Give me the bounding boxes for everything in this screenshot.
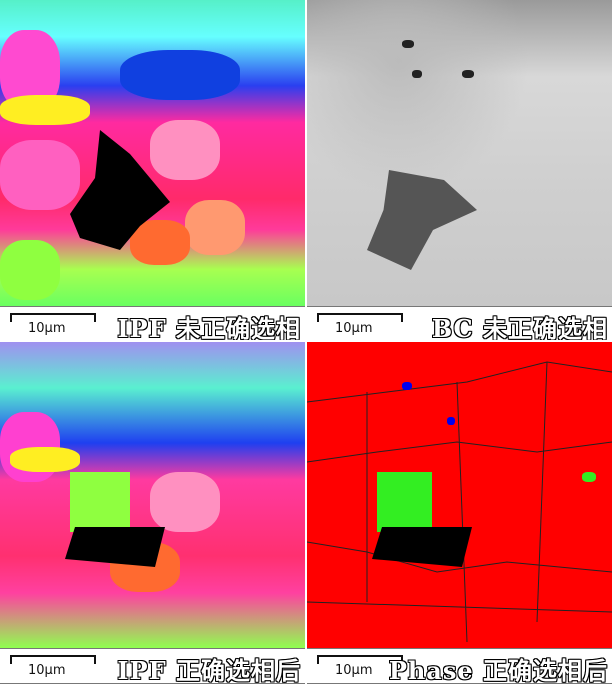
ipf-orientation-map — [0, 342, 305, 648]
caption-bar: 10μm IPF 正确选相后 — [0, 648, 305, 684]
scale-label: 10μm — [335, 321, 373, 336]
caption-bar: 10μm Phase 正确选相后 — [307, 648, 612, 684]
phase-panel: 10μm Phase 正确选相后 — [307, 342, 612, 684]
scale-bar — [10, 655, 96, 664]
panel-title: Phase 正确选相后 — [388, 656, 608, 684]
scale-bar — [317, 655, 403, 664]
phase-map — [307, 342, 612, 648]
dark-region — [367, 170, 477, 270]
ipf-orientation-map — [0, 0, 305, 306]
scale-label: 10μm — [28, 321, 66, 336]
grain-boundaries — [307, 361, 612, 643]
unindexed-region — [372, 527, 472, 567]
caption-bar: 10μm IPF 未正确选相 — [0, 306, 305, 340]
ipf-after-panel: 10μm IPF 正确选相后 — [0, 342, 305, 684]
band-contrast-map — [307, 0, 612, 306]
panel-title: BC 未正确选相 — [431, 314, 608, 340]
scale-bar — [10, 313, 96, 322]
second-phase-region — [377, 472, 432, 532]
unindexed-region — [65, 527, 165, 567]
scale-label: 10μm — [28, 663, 66, 678]
panel-title: IPF 正确选相后 — [117, 656, 301, 684]
second-phase-region — [70, 472, 130, 532]
panel-title: IPF 未正确选相 — [117, 314, 301, 340]
caption-bar: 10μm BC 未正确选相 — [307, 306, 612, 340]
ipf-before-panel: 10μm IPF 未正确选相 — [0, 0, 305, 340]
scale-label: 10μm — [335, 663, 373, 678]
scale-bar — [317, 313, 403, 322]
bc-panel: 10μm BC 未正确选相 — [307, 0, 612, 340]
